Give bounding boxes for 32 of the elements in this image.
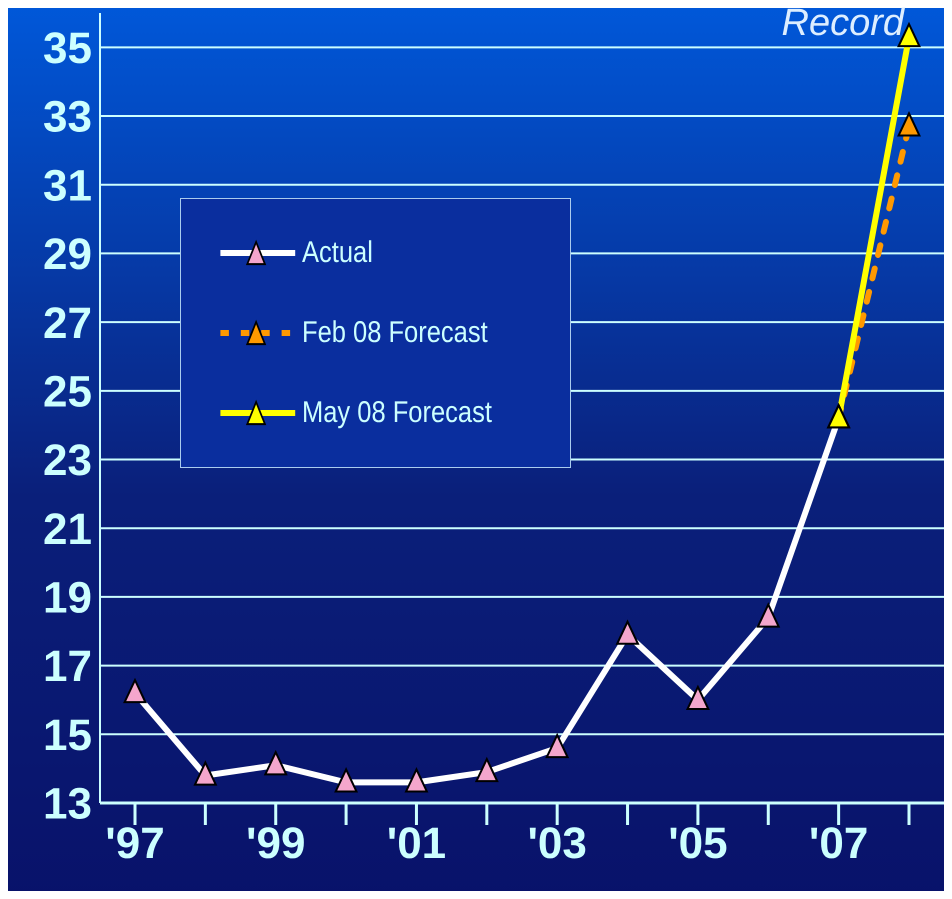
x-tick-label: '01 [386, 819, 446, 868]
point [264, 751, 288, 776]
y-tick-label: 35 [43, 24, 92, 73]
y-tick-label: 19 [43, 574, 92, 623]
point [405, 768, 428, 792]
y-tick-label: 13 [43, 780, 92, 829]
y-tick-label: 29 [43, 230, 92, 280]
x-tick-label: '99 [246, 819, 306, 868]
x-tick-label: '97 [105, 819, 165, 868]
legend-label: May 08 Forecast [302, 396, 492, 430]
y-tick-label: 17 [43, 642, 92, 692]
legend-label: Feb 08 Forecast [302, 316, 488, 350]
point [194, 762, 217, 786]
legend-label: Actual [302, 236, 373, 270]
point [475, 758, 498, 782]
y-tick-label: 27 [43, 298, 92, 348]
annotation: Record [782, 2, 904, 45]
x-tick-label: '03 [527, 819, 587, 868]
y-tick-label: 23 [43, 436, 92, 486]
point [616, 620, 639, 645]
y-tick-label: 31 [43, 161, 92, 210]
x-tick-label: '05 [668, 819, 728, 868]
point [686, 686, 710, 710]
y-tick-label: 21 [43, 504, 92, 554]
x-tick-label: '07 [808, 819, 868, 868]
point [124, 679, 146, 704]
point [756, 604, 780, 628]
point [546, 734, 569, 758]
y-tick-label: 15 [43, 710, 92, 760]
point [334, 768, 358, 792]
y-tick-label: 25 [43, 367, 92, 416]
y-tick-label: 33 [43, 92, 92, 142]
